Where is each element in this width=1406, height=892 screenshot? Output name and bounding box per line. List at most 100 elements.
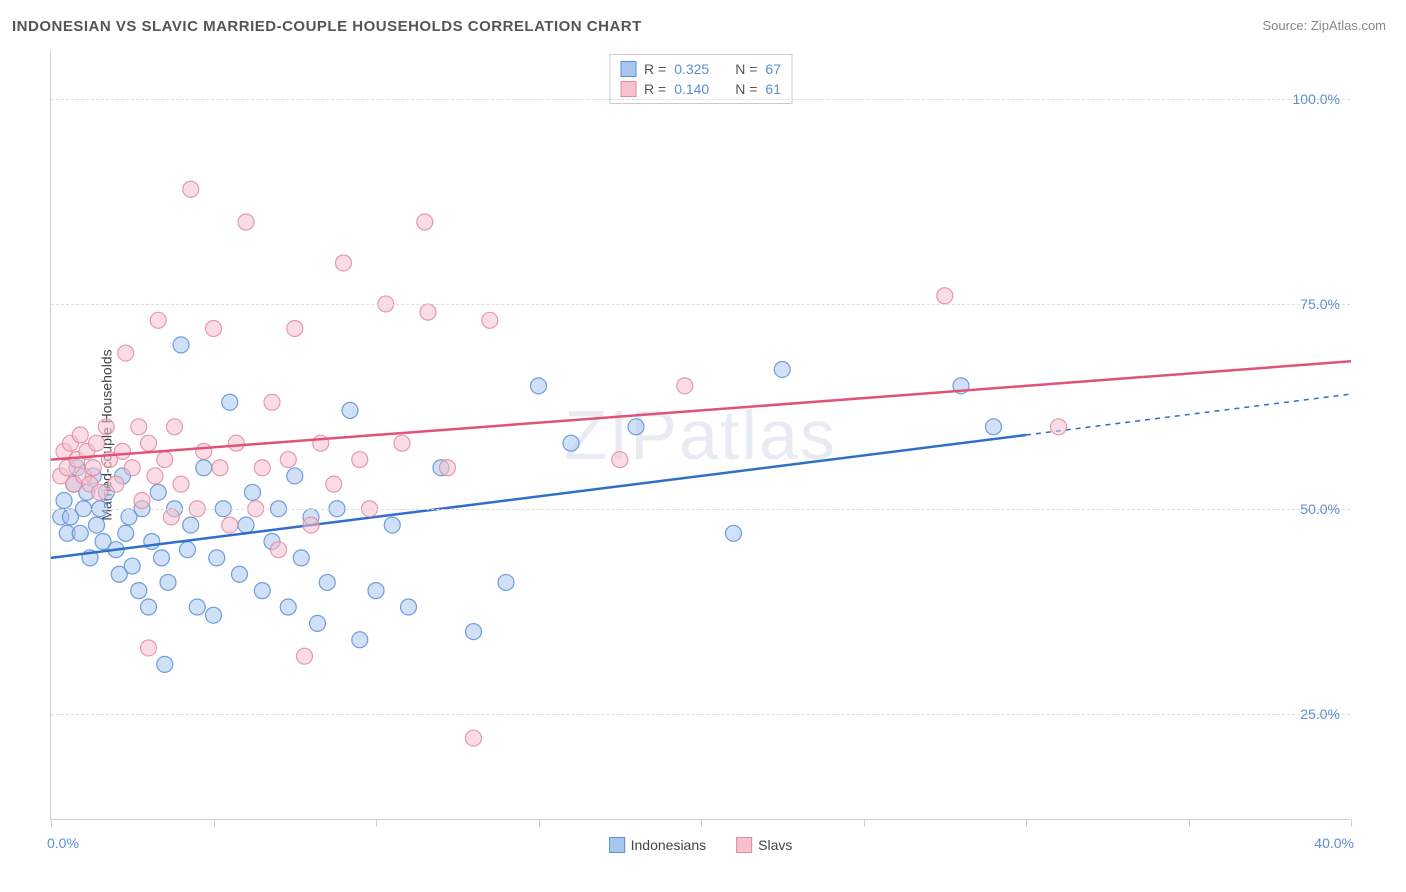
data-point-indonesians (222, 394, 238, 410)
data-point-indonesians (342, 402, 358, 418)
data-point-slavs (115, 443, 131, 459)
data-point-slavs (303, 517, 319, 533)
data-point-slavs (466, 730, 482, 746)
data-point-indonesians (726, 525, 742, 541)
data-point-slavs (141, 640, 157, 656)
data-point-indonesians (368, 583, 384, 599)
data-point-slavs (118, 345, 134, 361)
y-tick-label: 50.0% (1300, 501, 1340, 517)
legend-item-0: Indonesians (609, 837, 707, 853)
data-point-slavs (167, 419, 183, 435)
y-tick-label: 75.0% (1300, 296, 1340, 312)
data-point-slavs (212, 460, 228, 476)
r-label: R = (644, 81, 666, 97)
data-point-indonesians (160, 574, 176, 590)
data-point-slavs (147, 468, 163, 484)
data-point-slavs (89, 435, 105, 451)
data-point-slavs (264, 394, 280, 410)
y-tick-label: 25.0% (1300, 706, 1340, 722)
data-point-slavs (173, 476, 189, 492)
data-point-indonesians (774, 361, 790, 377)
data-point-slavs (482, 312, 498, 328)
r-value-1: 0.140 (674, 81, 709, 97)
source-attribution: Source: ZipAtlas.com (1262, 18, 1386, 33)
data-point-indonesians (498, 574, 514, 590)
data-point-slavs (394, 435, 410, 451)
data-point-indonesians (150, 484, 166, 500)
data-point-indonesians (986, 419, 1002, 435)
data-point-slavs (297, 648, 313, 664)
data-point-indonesians (209, 550, 225, 566)
data-point-slavs (131, 419, 147, 435)
data-point-slavs (92, 484, 108, 500)
data-point-slavs (352, 452, 368, 468)
legend-swatch-1 (736, 837, 752, 853)
swatch-series-0 (620, 61, 636, 77)
data-point-indonesians (287, 468, 303, 484)
data-point-indonesians (56, 493, 72, 509)
scatter-svg (51, 50, 1350, 819)
data-point-slavs (280, 452, 296, 468)
data-point-slavs (222, 517, 238, 533)
data-point-slavs (228, 435, 244, 451)
legend-label-1: Slavs (758, 837, 792, 853)
trend-line-1 (51, 361, 1351, 459)
data-point-slavs (937, 288, 953, 304)
data-point-indonesians (310, 615, 326, 631)
y-tick-label: 100.0% (1293, 91, 1340, 107)
data-point-indonesians (352, 632, 368, 648)
data-point-indonesians (118, 525, 134, 541)
x-label-left: 0.0% (47, 835, 79, 851)
data-point-slavs (141, 435, 157, 451)
data-point-indonesians (319, 574, 335, 590)
data-point-indonesians (183, 517, 199, 533)
data-point-slavs (440, 460, 456, 476)
data-point-indonesians (180, 542, 196, 558)
data-point-indonesians (531, 378, 547, 394)
data-point-slavs (196, 443, 212, 459)
data-point-indonesians (466, 624, 482, 640)
data-point-indonesians (254, 583, 270, 599)
data-point-indonesians (154, 550, 170, 566)
data-point-slavs (206, 321, 222, 337)
data-point-indonesians (89, 517, 105, 533)
data-point-slavs (72, 427, 88, 443)
legend-swatch-0 (609, 837, 625, 853)
n-value-1: 61 (765, 81, 781, 97)
r-value-0: 0.325 (674, 61, 709, 77)
data-point-slavs (287, 321, 303, 337)
data-point-slavs (157, 452, 173, 468)
data-point-indonesians (124, 558, 140, 574)
legend-label-0: Indonesians (631, 837, 707, 853)
data-point-slavs (417, 214, 433, 230)
data-point-slavs (98, 419, 114, 435)
data-point-indonesians (563, 435, 579, 451)
data-point-slavs (677, 378, 693, 394)
data-point-slavs (124, 460, 140, 476)
x-label-right: 40.0% (1314, 835, 1354, 851)
data-point-slavs (238, 214, 254, 230)
r-label: R = (644, 61, 666, 77)
data-point-indonesians (131, 583, 147, 599)
data-point-indonesians (232, 566, 248, 582)
data-point-indonesians (157, 656, 173, 672)
data-point-slavs (612, 452, 628, 468)
bottom-legend: Indonesians Slavs (609, 837, 793, 853)
data-point-indonesians (401, 599, 417, 615)
data-point-indonesians (206, 607, 222, 623)
data-point-slavs (85, 460, 101, 476)
data-point-indonesians (384, 517, 400, 533)
stats-row-series-1: R = 0.140 N = 61 (620, 79, 781, 99)
stats-legend-box: R = 0.325 N = 67 R = 0.140 N = 61 (609, 54, 792, 104)
data-point-indonesians (245, 484, 261, 500)
n-label: N = (735, 81, 757, 97)
data-point-indonesians (280, 599, 296, 615)
chart-title: INDONESIAN VS SLAVIC MARRIED-COUPLE HOUS… (12, 18, 642, 35)
trend-line-ext-0 (1026, 394, 1351, 435)
data-point-indonesians (141, 599, 157, 615)
n-label: N = (735, 61, 757, 77)
data-point-slavs (326, 476, 342, 492)
plot-area: Married-couple Households ZIPatlas R = 0… (50, 50, 1350, 820)
data-point-indonesians (189, 599, 205, 615)
data-point-indonesians (293, 550, 309, 566)
